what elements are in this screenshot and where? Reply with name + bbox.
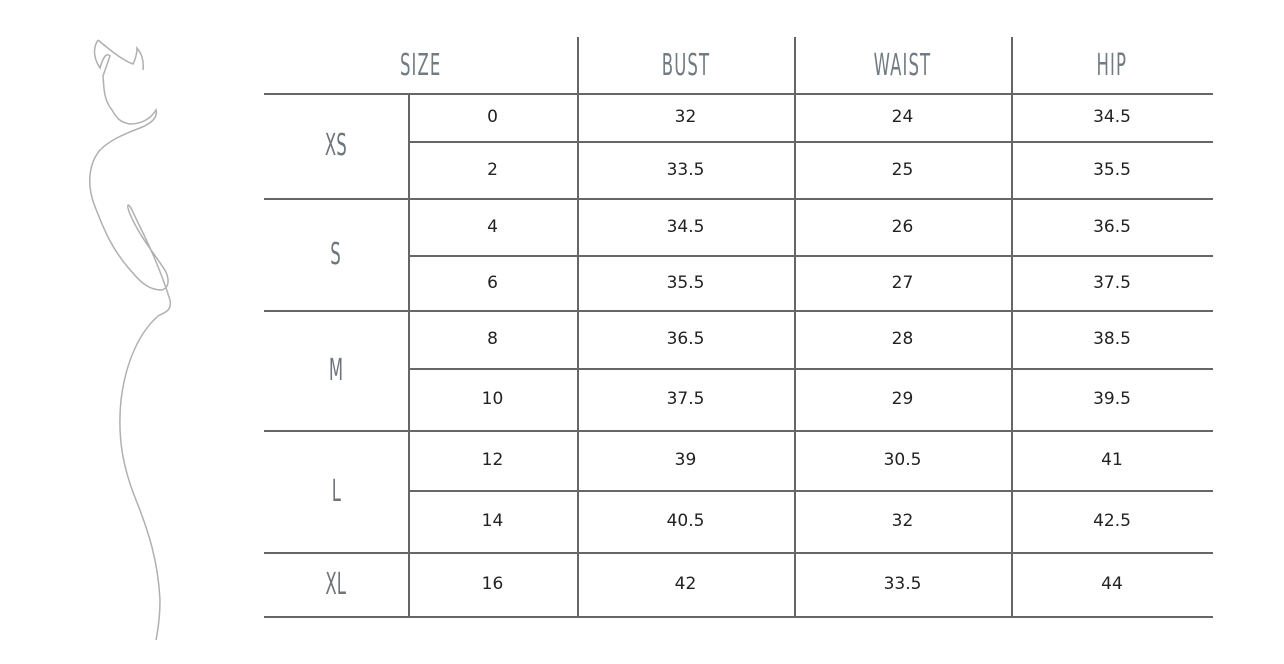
woman-silhouette-icon bbox=[88, 39, 172, 641]
divider-horizontal bbox=[264, 198, 1213, 200]
divider-horizontal bbox=[408, 255, 1213, 257]
divider-vertical bbox=[1011, 37, 1013, 616]
cell-bust: 35.5 bbox=[666, 272, 705, 293]
cell-waist: 28 bbox=[891, 329, 914, 349]
cell-hip: 41 bbox=[1101, 450, 1123, 470]
cell-size: 16 bbox=[481, 574, 504, 594]
cell-hip: 36.5 bbox=[1093, 216, 1131, 237]
size-group-text: S bbox=[330, 236, 342, 272]
cell-size: 10 bbox=[481, 389, 504, 409]
cell-hip: 35.5 bbox=[1093, 159, 1131, 180]
cell-bust: 36.5 bbox=[666, 329, 705, 349]
size-group-label: M bbox=[264, 310, 408, 430]
header-size: SIZE bbox=[399, 47, 442, 83]
cell-size: 0 bbox=[487, 107, 498, 127]
divider-horizontal bbox=[264, 93, 1213, 95]
header-bust: BUST bbox=[661, 47, 710, 83]
cell-size: 2 bbox=[487, 159, 498, 180]
divider-horizontal bbox=[264, 552, 1213, 554]
divider-horizontal bbox=[408, 490, 1213, 492]
divider-horizontal bbox=[264, 310, 1213, 312]
cell-size: 8 bbox=[487, 329, 498, 349]
cell-waist: 26 bbox=[891, 216, 914, 237]
cell-hip: 37.5 bbox=[1093, 272, 1131, 293]
cell-bust: 32 bbox=[674, 107, 697, 127]
cell-waist: 29 bbox=[891, 389, 914, 409]
size-group-label: S bbox=[264, 198, 408, 310]
cell-size: 4 bbox=[487, 216, 498, 237]
header-hip: HIP bbox=[1096, 47, 1128, 83]
divider-horizontal bbox=[264, 430, 1213, 432]
size-group-text: XS bbox=[325, 128, 347, 163]
cell-waist: 25 bbox=[891, 159, 914, 180]
divider-horizontal bbox=[264, 616, 1213, 618]
cell-bust: 33.5 bbox=[666, 159, 705, 180]
cell-bust: 40.5 bbox=[666, 511, 705, 531]
cell-hip: 38.5 bbox=[1093, 329, 1131, 349]
cell-hip: 34.5 bbox=[1093, 107, 1131, 127]
cell-hip: 42.5 bbox=[1093, 511, 1131, 531]
cell-waist: 33.5 bbox=[883, 574, 922, 594]
cell-bust: 37.5 bbox=[666, 389, 705, 409]
cell-hip: 44 bbox=[1101, 574, 1123, 594]
cell-waist: 24 bbox=[891, 107, 914, 127]
header-waist: WAIST bbox=[873, 47, 932, 83]
size-group-text: L bbox=[331, 473, 341, 509]
cell-size: 6 bbox=[487, 272, 498, 293]
cell-waist: 30.5 bbox=[883, 450, 922, 470]
cell-size: 12 bbox=[481, 450, 504, 470]
divider-horizontal bbox=[408, 141, 1213, 143]
size-group-text: XL bbox=[325, 566, 347, 602]
cell-hip: 39.5 bbox=[1093, 389, 1131, 409]
divider-horizontal bbox=[408, 368, 1213, 370]
cell-bust: 39 bbox=[674, 450, 697, 470]
cell-bust: 42 bbox=[674, 574, 697, 594]
divider-vertical bbox=[577, 37, 579, 616]
size-group-label: L bbox=[264, 430, 408, 552]
cell-waist: 27 bbox=[891, 272, 914, 293]
size-group-label: XS bbox=[264, 93, 408, 198]
size-group-label: XL bbox=[264, 552, 408, 616]
divider-vertical bbox=[794, 37, 796, 616]
size-group-text: M bbox=[328, 352, 344, 388]
cell-bust: 34.5 bbox=[666, 216, 705, 237]
cell-size: 14 bbox=[481, 511, 504, 531]
divider-vertical bbox=[408, 93, 410, 616]
cell-waist: 32 bbox=[891, 511, 914, 531]
